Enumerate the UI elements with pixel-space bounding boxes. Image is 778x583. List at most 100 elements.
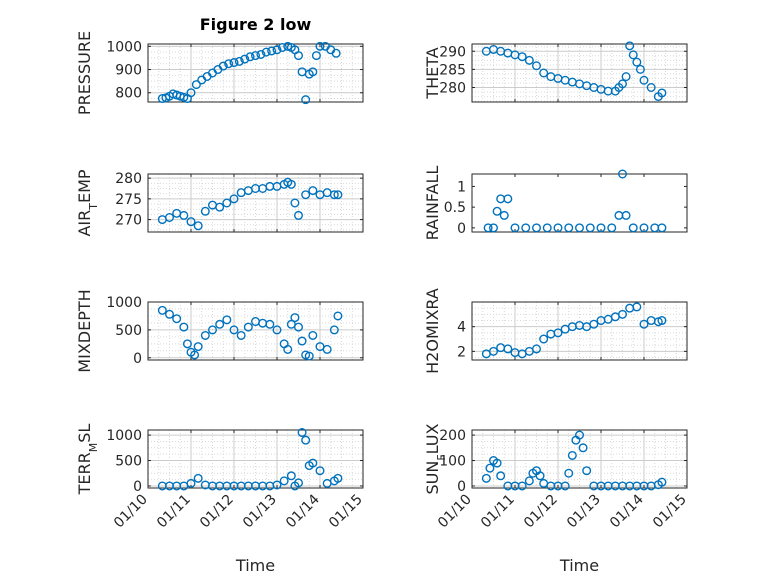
data-point bbox=[639, 75, 649, 85]
data-point bbox=[294, 478, 304, 488]
data-point bbox=[164, 309, 174, 319]
y-tick-label: 100 bbox=[439, 454, 466, 470]
data-point bbox=[492, 458, 502, 468]
data-point bbox=[535, 471, 545, 481]
data-point bbox=[564, 468, 574, 478]
data-point bbox=[503, 344, 513, 354]
data-point bbox=[250, 51, 260, 61]
data-point bbox=[639, 319, 649, 329]
data-point bbox=[256, 49, 266, 59]
subplot-terr-msl: 01/10 01/11 01/12 01/13 01/14 01/15 0 500 1000 TE… bbox=[75, 424, 366, 575]
data-point bbox=[222, 198, 232, 208]
data-point bbox=[639, 223, 649, 233]
series-markers bbox=[481, 41, 667, 102]
y-axis-label: H2OMIXRA bbox=[423, 288, 442, 374]
data-point bbox=[301, 435, 311, 445]
data-point bbox=[510, 223, 520, 233]
data-point bbox=[582, 466, 592, 476]
y-tick-label: 280 bbox=[439, 81, 466, 97]
y-tick-label: 2 bbox=[457, 344, 466, 360]
data-point bbox=[499, 210, 509, 220]
series-markers bbox=[483, 169, 667, 233]
data-point bbox=[294, 51, 304, 61]
data-point bbox=[553, 328, 563, 338]
data-point bbox=[315, 466, 325, 476]
data-point bbox=[532, 344, 542, 354]
y-axis-label: THETA bbox=[423, 47, 442, 99]
data-point bbox=[193, 473, 203, 483]
y-tick-label: 0.5 bbox=[444, 200, 466, 216]
grid-lines bbox=[472, 430, 687, 488]
data-point bbox=[628, 50, 638, 60]
data-point bbox=[272, 45, 282, 55]
axes-box bbox=[147, 301, 364, 361]
subplot-sun-flux: 01/10 01/11 01/12 01/13 01/14 01/15 0 100 200SUN… bbox=[423, 423, 690, 575]
data-point bbox=[265, 319, 275, 329]
data-point bbox=[182, 339, 192, 349]
data-point bbox=[333, 190, 343, 200]
data-point bbox=[215, 202, 225, 212]
data-point bbox=[190, 350, 200, 360]
data-point bbox=[229, 325, 239, 335]
data-point bbox=[243, 322, 253, 332]
data-point bbox=[524, 476, 534, 486]
y-tick-label: 290 bbox=[439, 44, 466, 60]
series-markers bbox=[481, 302, 667, 359]
data-point bbox=[294, 322, 304, 332]
data-point bbox=[657, 88, 667, 98]
data-point bbox=[315, 41, 325, 51]
data-point bbox=[517, 52, 527, 62]
data-point bbox=[532, 61, 542, 71]
y-axis-label: TERRMSL bbox=[75, 424, 100, 496]
y-tick-label: 500 bbox=[115, 323, 142, 339]
data-point bbox=[331, 48, 341, 58]
y-axis-label: RAINFALL bbox=[423, 166, 442, 241]
x-tick-label: 01/13 bbox=[240, 492, 280, 532]
data-point bbox=[200, 206, 210, 216]
plot-area bbox=[472, 174, 687, 232]
data-point bbox=[172, 314, 182, 324]
data-point bbox=[625, 41, 635, 51]
data-point bbox=[186, 217, 196, 227]
y-tick-label: 4 bbox=[457, 320, 466, 336]
data-point bbox=[267, 46, 277, 56]
data-point bbox=[553, 223, 563, 233]
data-point bbox=[240, 54, 250, 64]
data-point bbox=[200, 330, 210, 340]
data-point bbox=[596, 223, 606, 233]
y-axis-label: MIXDEPTH bbox=[75, 289, 94, 372]
data-point bbox=[481, 473, 491, 483]
x-tick-label: 01/14 bbox=[283, 491, 323, 531]
data-point bbox=[308, 330, 318, 340]
data-point bbox=[297, 428, 307, 438]
data-point bbox=[186, 88, 196, 98]
data-point bbox=[618, 169, 628, 179]
data-point bbox=[635, 64, 645, 74]
data-point bbox=[290, 198, 300, 208]
y-tick-label: 800 bbox=[115, 86, 142, 102]
data-point bbox=[618, 79, 628, 89]
data-point bbox=[301, 95, 311, 105]
data-point bbox=[207, 325, 217, 335]
data-point bbox=[304, 351, 314, 361]
data-point bbox=[621, 72, 631, 82]
data-point bbox=[191, 80, 201, 90]
data-point bbox=[483, 223, 493, 233]
data-point bbox=[489, 346, 499, 356]
x-tick-label: 01/14 bbox=[607, 491, 647, 531]
y-tick-label: 200 bbox=[439, 428, 466, 444]
x-axis-label: Time bbox=[235, 556, 275, 575]
data-point bbox=[521, 223, 531, 233]
subplot-h2omixra: 2 4 H2OMIXRA bbox=[423, 288, 688, 374]
data-point bbox=[657, 316, 667, 326]
data-point bbox=[308, 67, 318, 77]
y-tick-label: 900 bbox=[115, 63, 142, 79]
grid-lines bbox=[148, 302, 363, 360]
data-point bbox=[589, 319, 599, 329]
data-point bbox=[279, 476, 289, 486]
y-axis-label: PRESSURE bbox=[75, 31, 94, 115]
data-point bbox=[157, 305, 167, 315]
data-point bbox=[618, 309, 628, 319]
y-tick-label: 1000 bbox=[106, 428, 142, 444]
data-point bbox=[186, 478, 196, 488]
